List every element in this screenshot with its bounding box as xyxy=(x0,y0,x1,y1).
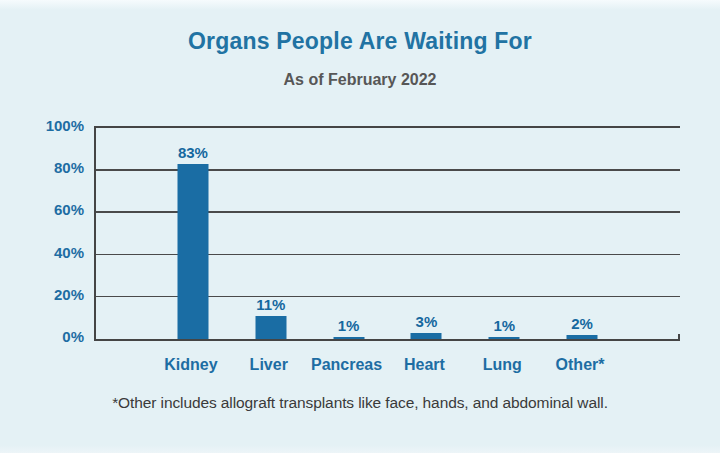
category-label-kidney: Kidney xyxy=(152,356,230,374)
bar-lung xyxy=(489,337,520,339)
chart-title: Organs People Are Waiting For xyxy=(0,28,720,55)
bar-kidney xyxy=(177,164,208,339)
category-label-lung: Lung xyxy=(463,356,541,374)
bar-other xyxy=(567,335,598,339)
y-tick-60: 60% xyxy=(0,200,84,220)
bar-column-other: 2% xyxy=(543,128,621,339)
bar-heart xyxy=(411,333,442,339)
bar-value-label: 3% xyxy=(416,313,438,330)
y-tick-0: 0% xyxy=(0,327,84,347)
bar-column-pancreas: 1% xyxy=(310,128,388,339)
chart-footnote: *Other includes allograft transplants li… xyxy=(0,394,720,412)
category-label-liver: Liver xyxy=(230,356,308,374)
bar-value-label: 1% xyxy=(493,317,515,334)
bar-value-label: 11% xyxy=(256,296,285,313)
bar-value-label: 1% xyxy=(338,317,360,334)
bar-column-liver: 11% xyxy=(232,128,310,339)
plot-area: 83% 11% 1% 3% 1% 2% xyxy=(94,126,680,341)
bar-liver xyxy=(255,316,286,339)
bar-column-lung: 1% xyxy=(465,128,543,339)
category-label-other: Other* xyxy=(541,356,619,374)
bar-value-label: 83% xyxy=(178,144,208,161)
y-tick-20: 20% xyxy=(0,285,84,305)
bar-column-heart: 3% xyxy=(387,128,465,339)
x-axis-category-labels: Kidney Liver Pancreas Heart Lung Other* xyxy=(152,356,619,374)
y-axis-tick-labels: 100% 80% 60% 40% 20% 0% xyxy=(0,126,84,337)
bars-container: 83% 11% 1% 3% 1% 2% xyxy=(154,128,621,339)
category-label-pancreas: Pancreas xyxy=(308,356,386,374)
y-tick-100: 100% xyxy=(0,116,84,136)
bar-pancreas xyxy=(333,337,364,339)
bar-column-kidney: 83% xyxy=(154,128,232,339)
y-tick-80: 80% xyxy=(0,158,84,178)
bar-value-label: 2% xyxy=(571,315,593,332)
y-tick-40: 40% xyxy=(0,243,84,263)
infographic-canvas: Organs People Are Waiting For As of Febr… xyxy=(0,0,720,453)
category-label-heart: Heart xyxy=(385,356,463,374)
chart-subtitle: As of February 2022 xyxy=(0,71,720,89)
